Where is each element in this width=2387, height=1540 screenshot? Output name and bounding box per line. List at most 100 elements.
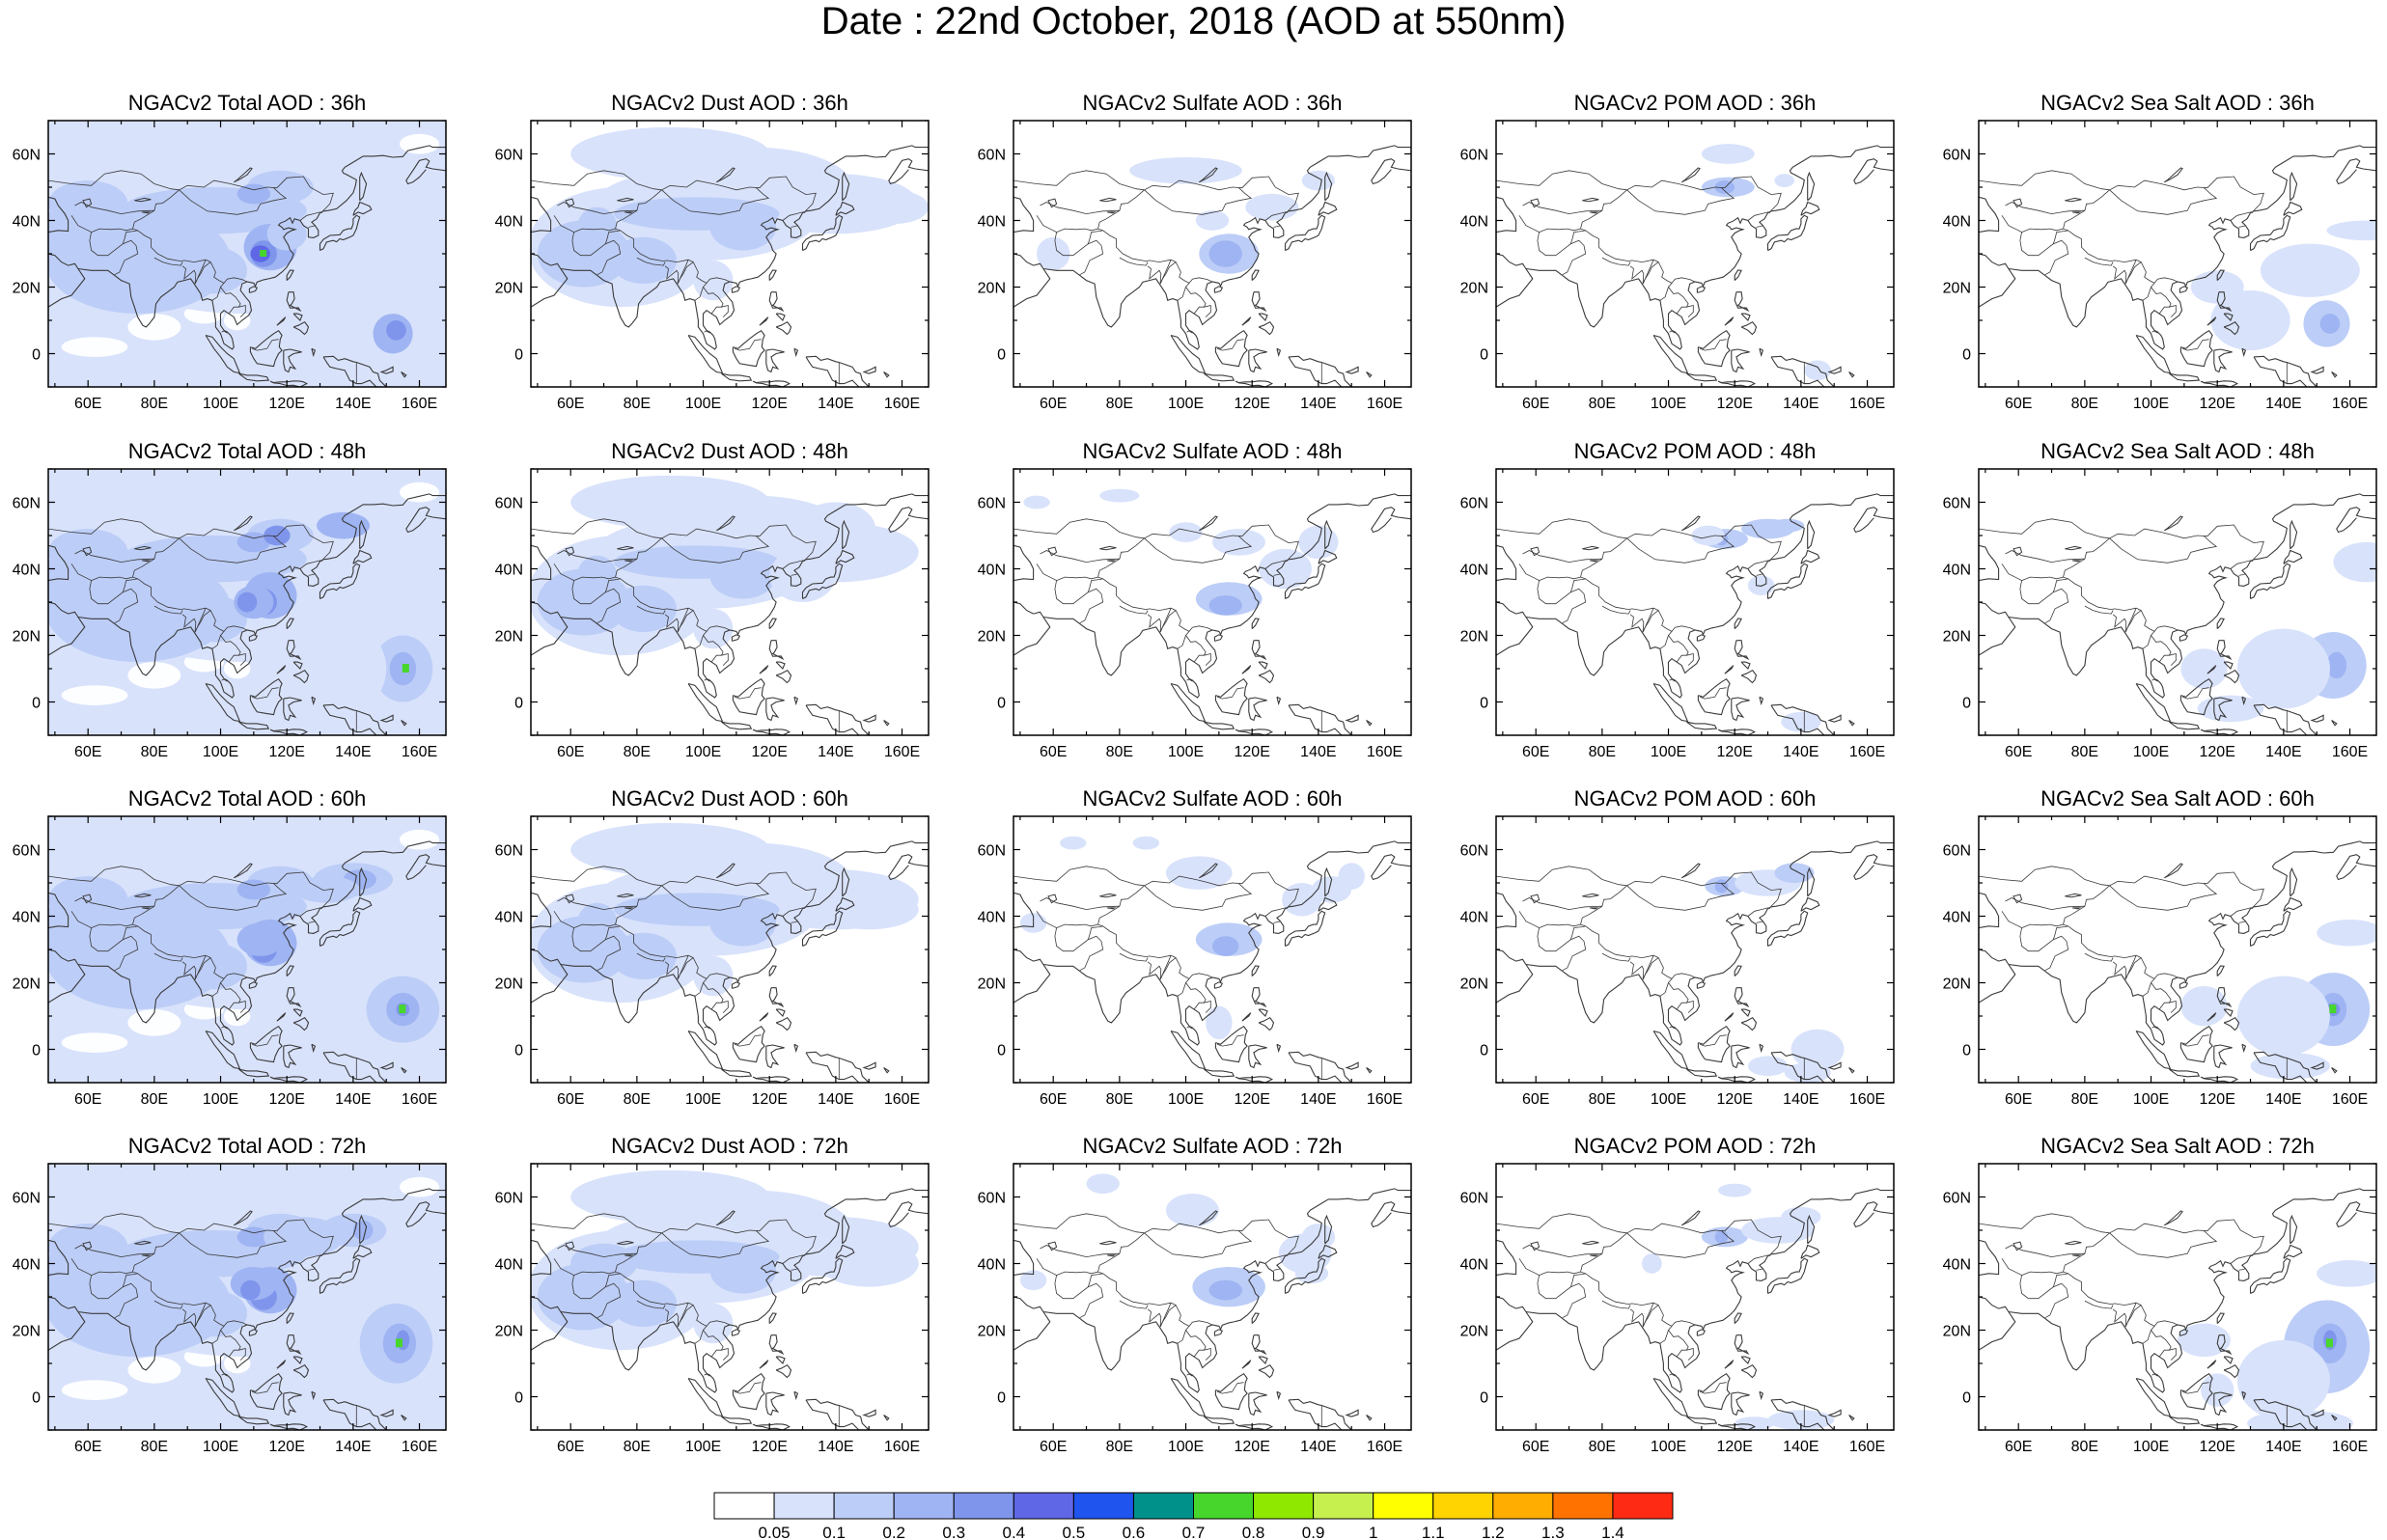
coastline (765, 1391, 785, 1416)
lon-tick-label: 100E (2133, 396, 2169, 412)
country-border (1097, 537, 1213, 632)
aod-plume (570, 126, 770, 181)
country-border (571, 925, 621, 952)
country-border (664, 608, 689, 633)
country-border (179, 883, 288, 911)
lat-tick-label: 0 (32, 1043, 41, 1059)
lat-tick-label: 0 (1962, 1043, 1971, 1059)
aod-plume (610, 585, 678, 633)
coastline (2207, 1012, 2217, 1022)
coastline (2241, 696, 2247, 706)
lat-tick-label: 60N (495, 148, 523, 164)
coastline (1853, 1201, 1894, 1228)
lon-tick-label: 120E (752, 744, 788, 760)
coastline (2253, 703, 2318, 735)
coastline (205, 1377, 241, 1417)
lon-tick-label: 100E (203, 1439, 238, 1455)
lat-tick-label: 20N (495, 976, 523, 993)
lat-tick-label: 0 (514, 1043, 523, 1059)
coastline (2310, 714, 2324, 723)
country-border (2151, 287, 2172, 308)
country-border (1040, 897, 1120, 911)
colorbar-swatch (1072, 1492, 1134, 1520)
country-border (1642, 1305, 1659, 1328)
lat-tick-label: 20N (13, 629, 41, 646)
country-border (1147, 608, 1172, 633)
coastline (276, 1012, 287, 1022)
country-border (553, 215, 574, 233)
lat-tick-label: 60N (495, 1191, 523, 1207)
lake-outline (1530, 894, 1540, 904)
coastline (888, 854, 929, 881)
country-border (710, 304, 729, 317)
map-panel-seasalt-36h: NGACv2 Sea Salt AOD : 36h 60E 80E 100E 120E 1… (1943, 91, 2377, 412)
country-border (636, 257, 666, 266)
lon-tick-label: 160E (2332, 1439, 2368, 1455)
lat-tick-label: 40N (13, 1257, 41, 1274)
coastline (1248, 1391, 1267, 1416)
lon-tick-label: 60E (1040, 744, 1067, 760)
aod-plume (769, 1213, 836, 1261)
country-border (2181, 687, 2209, 700)
coastline (292, 1356, 303, 1364)
country-border (211, 283, 225, 301)
lat-tick-label: 0 (32, 347, 41, 364)
country-border (1119, 952, 1149, 962)
lon-tick-label: 120E (2200, 396, 2235, 412)
aod-plume (1208, 595, 1242, 616)
coastline (1766, 1257, 1809, 1294)
country-border (661, 187, 770, 215)
country-border (1518, 911, 1540, 928)
lon-tick-label: 140E (818, 396, 853, 412)
lon-tick-label: 80E (2071, 396, 2098, 412)
country-border (70, 911, 92, 928)
panel-title: NGACv2 Dust AOD : 48h (611, 439, 848, 463)
country-border (703, 635, 724, 656)
country-border (1193, 1347, 1211, 1361)
country-border (1626, 187, 1735, 215)
aod-plume (260, 635, 314, 669)
lon-tick-label: 140E (2265, 1091, 2301, 1108)
lake-outline (1590, 560, 1599, 563)
coastline (1318, 201, 1338, 216)
lat-tick-label: 0 (1962, 347, 1971, 364)
coastline (1496, 196, 1517, 234)
coastline (379, 366, 394, 374)
lake-outline (82, 198, 93, 208)
lake-outline (1047, 198, 1058, 208)
lake-outline (1107, 1254, 1117, 1257)
aod-plume (2260, 243, 2360, 297)
country-border (70, 564, 92, 581)
aod-plume (610, 236, 678, 285)
country-border (1040, 202, 1120, 215)
lake-outline (1199, 515, 1218, 532)
country-border (1676, 652, 1694, 666)
coastline (560, 1188, 929, 1393)
lat-tick-label: 20N (13, 281, 41, 297)
country-border (194, 610, 211, 633)
lon-tick-label: 140E (335, 744, 371, 760)
coastline (1853, 854, 1894, 881)
aod-plume (236, 183, 271, 205)
country-border (734, 1034, 762, 1047)
lon-tick-label: 160E (2332, 396, 2368, 412)
country-border (1097, 1232, 1213, 1327)
coastline (731, 286, 741, 293)
lake-outline (1582, 545, 1599, 551)
lake-outline (1681, 515, 1701, 532)
coastline (1979, 196, 2000, 234)
coastline (1807, 171, 1816, 202)
coastline (1979, 892, 2000, 929)
country-border (1147, 1303, 1172, 1328)
panel-title: NGACv2 Total AOD : 48h (128, 439, 367, 463)
lat-tick-label: 20N (1943, 629, 1971, 646)
lat-tick-label: 0 (514, 1390, 523, 1407)
map-background (1496, 1164, 1894, 1430)
lon-tick-label: 140E (335, 1439, 371, 1455)
country-border (734, 1382, 762, 1394)
lon-tick-label: 120E (752, 1091, 788, 1108)
coastline (1759, 696, 1764, 706)
coastline (1204, 721, 1235, 730)
country-border (228, 652, 246, 666)
coastline (1366, 1067, 1373, 1074)
